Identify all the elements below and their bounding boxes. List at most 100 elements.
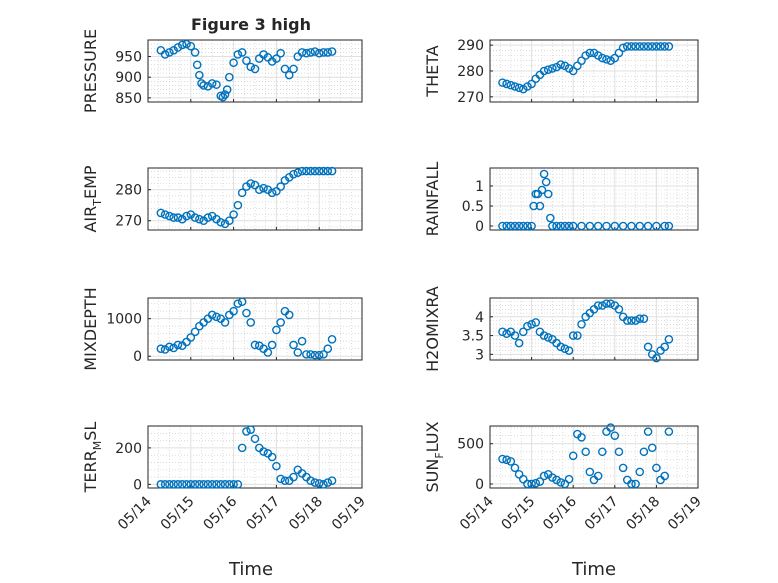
data-point [225,480,234,489]
data-point [284,70,294,80]
data-point [506,221,516,231]
data-point [284,310,294,320]
data-point [314,350,324,360]
y-tick-label: 900 [115,70,142,86]
y-tick-label: 200 [115,441,142,457]
data-point [546,213,555,223]
data-point [647,42,657,51]
data-point [506,457,516,466]
data-point [186,480,196,489]
data-point [618,43,628,53]
data-point [602,55,611,64]
y-tick-label: 0 [475,477,484,493]
data-point [314,166,324,176]
data-point [556,60,566,69]
data-point [160,210,170,219]
data-point [639,447,649,457]
data-point [310,166,320,176]
data-point [289,340,298,350]
data-point [585,467,595,477]
data-point [246,179,256,188]
data-point [598,301,607,310]
data-point [272,325,281,335]
data-point [639,314,649,323]
y-tick-label: 3 [475,347,484,363]
data-point [319,480,328,489]
data-point [263,348,273,357]
data-point [306,350,315,359]
panels: 850 900 950 PRESSURE 270 280 290 THETA 270 280 AIR… [81,29,705,533]
data-point [190,480,200,489]
data-point [160,50,170,59]
data-point [593,301,603,310]
data-point [510,331,520,340]
data-point [614,304,624,314]
data-point [203,213,213,222]
data-point [573,331,582,340]
data-point [310,47,320,56]
axes-box [147,167,363,231]
data-point [635,467,645,477]
data-point [169,213,178,222]
data-point [664,221,674,231]
data-point [310,350,320,360]
data-point [610,53,620,63]
data-point [156,344,166,354]
data-point [652,353,661,363]
data-point [564,474,574,484]
data-point [660,42,670,51]
data-point [535,201,545,211]
data-point [242,427,251,436]
data-point [602,427,611,436]
data-point [539,331,549,340]
axes-box [489,167,699,231]
data-point [539,66,549,76]
data-point [577,56,586,65]
data-point [199,480,208,489]
x-tick-label: 05/15 [158,494,198,534]
y-axis-label: TERRMSL [81,422,104,494]
data-point [327,47,337,56]
figure-title: Figure 3 high [191,15,311,34]
data-point [514,83,524,93]
data-point [560,221,570,231]
data-point [527,479,536,489]
y-tick-label: 270 [457,90,484,106]
panel-mixdepth: 0 1000 MIXDEPTH [81,287,363,371]
data-point [502,455,511,465]
data-point [514,221,524,231]
data-point [190,327,200,337]
data-point [165,342,174,352]
data-point [635,42,645,51]
y-axis-label: SUNFLUX [423,421,446,492]
data-point [276,318,285,327]
data-point [614,447,624,457]
data-point [207,310,217,320]
data-point [622,475,632,485]
data-point [622,42,632,51]
data-point [327,335,337,344]
data-point [280,64,290,74]
data-point [237,188,247,198]
data-point [581,447,590,457]
x-tick-label: 05/19 [665,494,705,534]
data-point [229,306,238,316]
data-point [498,454,507,464]
data-point [523,479,532,489]
data-point [323,478,333,487]
y-tick-label: 3.5 [462,329,484,345]
data-point [622,316,632,325]
data-point [259,447,268,456]
data-point [297,166,307,176]
data-point [602,221,611,231]
data-point [548,221,557,231]
x-tick-label: 05/18 [623,494,663,534]
data-point [577,432,586,442]
data-point [229,210,238,219]
y-axis-label: MIXDEPTH [81,287,100,370]
data-point [220,90,230,99]
data-point [585,221,595,231]
data-point [531,478,541,488]
data-point [173,43,183,52]
